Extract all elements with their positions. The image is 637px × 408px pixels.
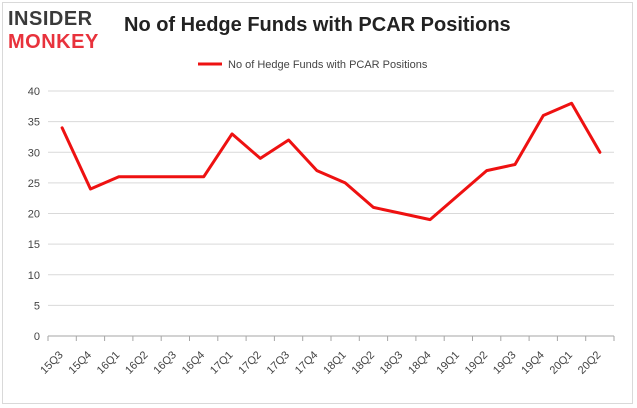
x-tick-label: 17Q2 [236, 349, 264, 377]
y-tick-label: 0 [34, 331, 40, 343]
x-tick-label: 18Q2 [350, 349, 378, 377]
y-tick-label: 10 [28, 270, 40, 282]
x-tick-label: 17Q4 [293, 349, 321, 377]
insider-monkey-logo: INSIDER MONKEY [8, 8, 118, 56]
x-tick-label: 16Q1 [95, 349, 123, 377]
x-tick-label: 17Q3 [265, 349, 293, 377]
y-tick-label: 30 [28, 147, 40, 159]
y-tick-label: 20 [28, 209, 40, 221]
x-tick-label: 19Q4 [519, 349, 547, 377]
y-tick-label: 15 [28, 239, 40, 251]
x-tick-label: 15Q4 [67, 349, 95, 377]
x-tick-label: 17Q1 [208, 349, 236, 377]
x-tick-label: 16Q4 [180, 349, 208, 377]
x-tick-label: 15Q3 [38, 349, 66, 377]
y-tick-label: 40 [28, 86, 40, 98]
x-tick-label: 19Q3 [491, 349, 519, 377]
logo-line-2: MONKEY [8, 31, 99, 53]
chart-title: No of Hedge Funds with PCAR Positions [124, 14, 511, 36]
x-tick-label: 18Q4 [406, 349, 434, 377]
y-tick-label: 35 [28, 117, 40, 129]
y-tick-label: 25 [28, 178, 40, 190]
logo-line-1: INSIDER [8, 8, 93, 30]
x-tick-label: 16Q2 [123, 349, 151, 377]
x-tick-label: 20Q2 [576, 349, 604, 377]
x-tick-label: 16Q3 [151, 349, 179, 377]
x-tick-label: 19Q2 [463, 349, 491, 377]
series-line [60, 101, 602, 222]
x-tick-label: 18Q3 [378, 349, 406, 377]
x-tick-label: 18Q1 [321, 349, 349, 377]
y-tick-label: 5 [34, 300, 40, 312]
x-tick-label: 19Q1 [434, 349, 462, 377]
legend-label: No of Hedge Funds with PCAR Positions [228, 59, 428, 71]
x-tick-label: 20Q1 [548, 349, 576, 377]
chart-frame [2, 2, 633, 404]
